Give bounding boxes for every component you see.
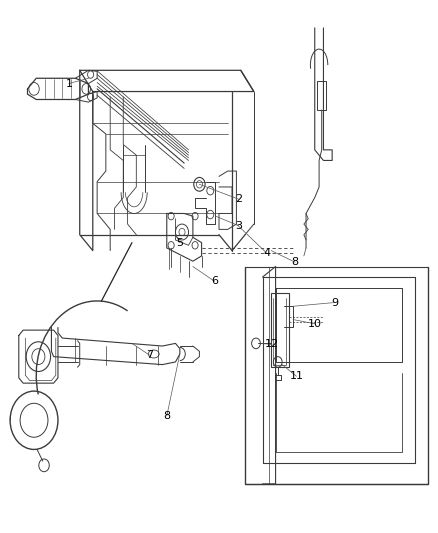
Text: 11: 11 — [290, 372, 304, 381]
Text: 10: 10 — [308, 319, 322, 329]
Text: 3: 3 — [235, 221, 242, 231]
Text: 5: 5 — [177, 238, 184, 248]
Text: 6: 6 — [211, 276, 218, 286]
Text: 8: 8 — [163, 411, 170, 421]
Text: 2: 2 — [235, 194, 242, 204]
Text: 12: 12 — [265, 340, 279, 350]
Text: 1: 1 — [65, 78, 72, 88]
Text: 7: 7 — [146, 350, 153, 360]
Text: 4: 4 — [263, 248, 270, 259]
Text: 9: 9 — [331, 297, 338, 308]
Text: 8: 8 — [292, 257, 299, 267]
